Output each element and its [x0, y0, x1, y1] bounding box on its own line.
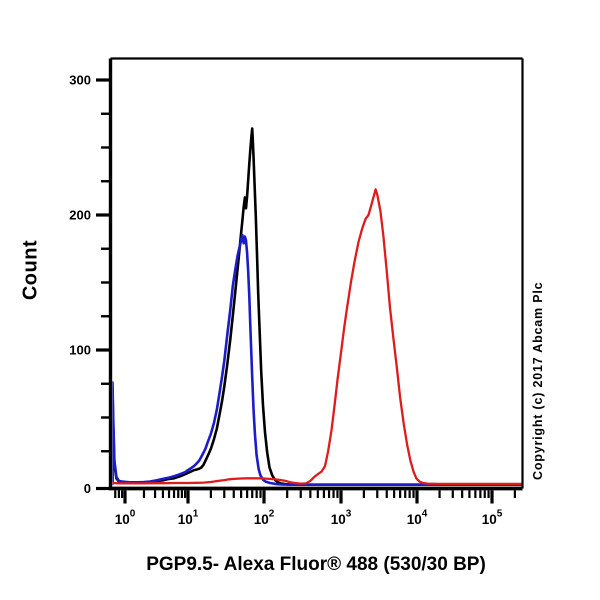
svg-text:100: 100: [115, 509, 136, 528]
svg-text:101: 101: [178, 509, 199, 528]
y-axis-title: Count: [19, 239, 42, 301]
blue-curve: [112, 233, 522, 487]
svg-text:300: 300: [69, 73, 91, 88]
x-axis-title: PGP9.5- Alexa Fluor® 488 (530/30 BP): [146, 554, 486, 575]
svg-text:102: 102: [254, 509, 275, 528]
axes-frame: [108, 57, 524, 491]
svg-text:105: 105: [482, 509, 503, 528]
svg-text:0: 0: [84, 481, 91, 496]
y-tick-labels: 0 100 200 300: [69, 73, 91, 497]
y-axis-ticks: [96, 78, 110, 491]
red-curve: [112, 188, 522, 486]
svg-text:104: 104: [407, 509, 428, 528]
svg-text:103: 103: [331, 509, 352, 528]
black-curve: [112, 127, 522, 487]
svg-text:100: 100: [69, 343, 91, 358]
x-tick-labels: 100 101 102 103 104 105: [115, 509, 503, 528]
copyright-text: Copyright (c) 2017 Abcam Plc: [531, 281, 545, 480]
svg-text:200: 200: [69, 208, 91, 223]
x-axis-ticks: [114, 490, 516, 504]
